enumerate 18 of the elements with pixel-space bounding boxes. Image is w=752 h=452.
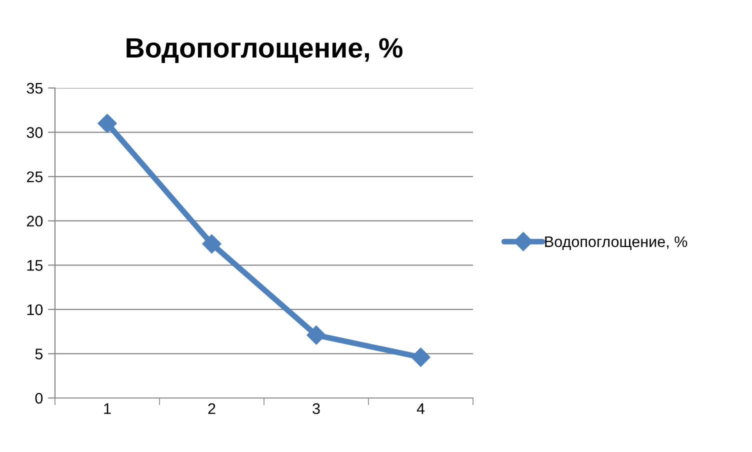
y-tick-label: 10 xyxy=(27,304,43,316)
point xyxy=(98,114,117,133)
x-tick-label: 2 xyxy=(208,403,216,414)
x-tick-label: 1 xyxy=(104,403,111,414)
y-tick-label: 35 xyxy=(26,82,43,94)
legend-label: Водопоглощение, % xyxy=(545,236,688,250)
x-tick-label: 3 xyxy=(312,403,320,414)
x-tick-label: 4 xyxy=(416,403,425,414)
y-tick-label: 30 xyxy=(26,127,43,138)
y-tick-label: 0 xyxy=(35,392,43,404)
y-tick-label: 20 xyxy=(26,216,43,227)
y-tick-label: 25 xyxy=(26,171,43,182)
point xyxy=(411,348,430,367)
y-tick-label: 5 xyxy=(35,348,43,360)
point xyxy=(306,326,326,345)
point xyxy=(202,234,222,254)
chart-title: Водопоглощение, % xyxy=(126,38,402,63)
y-tick-label: 15 xyxy=(27,260,43,271)
